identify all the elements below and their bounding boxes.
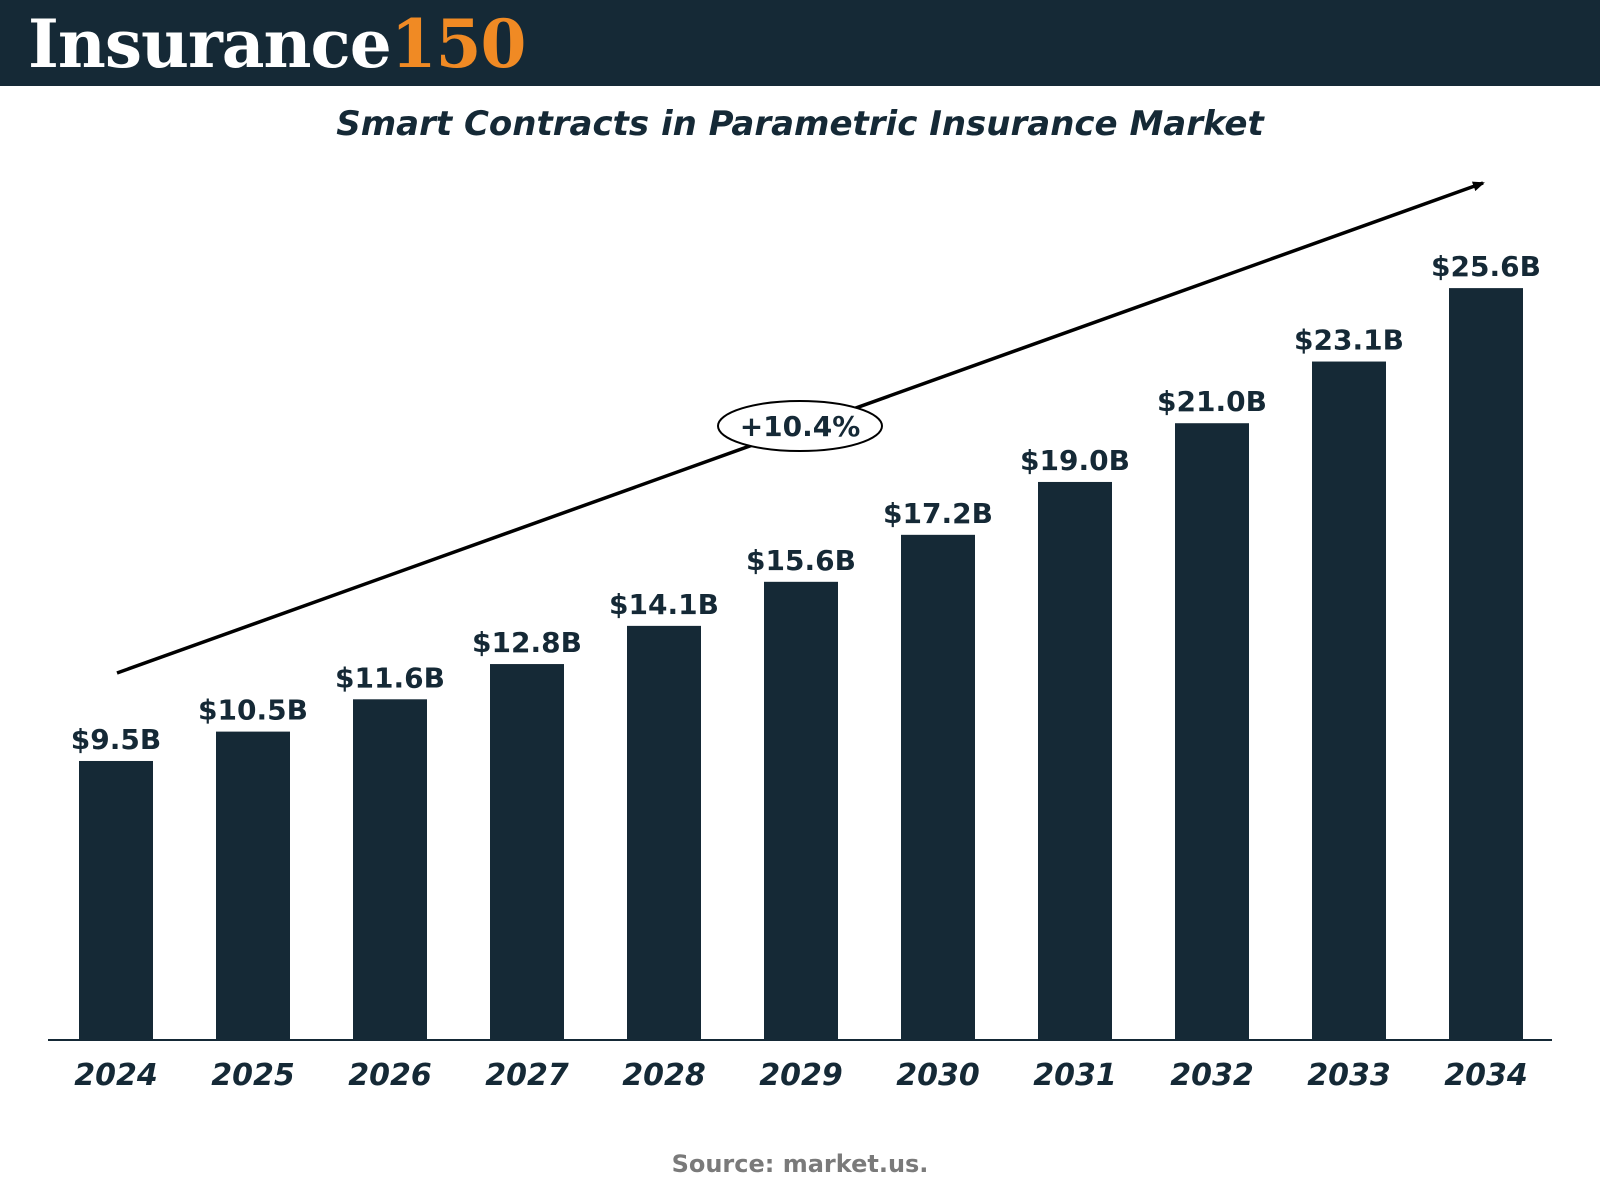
bar-2031 [1038,481,1112,1041]
value-labels-layer: $9.5B $10.5B $11.6B $12.8B $14.1B $15.6B $17.2… [71,250,1541,756]
bar-2024 [79,760,153,1040]
chart-title: Smart Contracts in Parametric Insurance … [336,104,1264,144]
x-tick-label-2033: 2033 [1307,1058,1391,1093]
bar-2029 [764,581,838,1040]
growth-rate-ellipse [717,400,883,452]
x-tick-label-2031: 2031 [1033,1058,1117,1093]
x-tick-label-2029: 2029 [759,1058,843,1093]
bars-layer [79,288,1523,1041]
x-tick-label-2024: 2024 [74,1058,158,1093]
value-label-2026: $11.6B [335,661,445,694]
value-label-2028: $14.1B [609,588,719,621]
value-label-2031: $19.0B [1020,444,1130,477]
bar-2030 [901,534,975,1040]
brand-logo: Insurance150 [28,2,527,86]
trend-annotation: +10.4% [116,181,1485,675]
bar-2032 [1175,423,1249,1040]
bar-2025 [216,731,290,1040]
bar-2033 [1312,361,1386,1040]
x-tick-label-2030: 2030 [896,1058,980,1093]
logo-number: 150 [390,5,527,83]
growth-rate-label: +10.4% [740,410,861,443]
x-tick-label-2027: 2027 [485,1058,569,1093]
value-label-2030: $17.2B [883,497,993,530]
x-tick-label-2028: 2028 [622,1058,706,1093]
value-label-2034: $25.6B [1431,250,1541,283]
x-tick-label-2025: 2025 [211,1058,295,1093]
value-label-2033: $23.1B [1294,324,1404,357]
bar-2026 [353,699,427,1040]
logo-word: Insurance [28,5,392,83]
x-tick-label-2032: 2032 [1170,1058,1254,1093]
x-tick-labels: 2024 2025 2026 2027 2028 2029 2030 2031 2032 2033… [74,1058,1528,1093]
value-label-2027: $12.8B [472,626,582,659]
source-note: Source: market.us. [671,1150,929,1178]
x-tick-label-2034: 2034 [1444,1058,1528,1093]
x-tick-label-2026: 2026 [348,1058,432,1093]
value-label-2032: $21.0B [1157,385,1267,418]
value-label-2024: $9.5B [71,723,161,756]
header-bar: Insurance150 [0,0,1600,86]
value-label-2025: $10.5B [198,694,308,727]
bar-2027 [490,664,564,1040]
value-label-2029: $15.6B [746,544,856,577]
bar-2028 [627,625,701,1040]
bar-2034 [1449,288,1523,1040]
